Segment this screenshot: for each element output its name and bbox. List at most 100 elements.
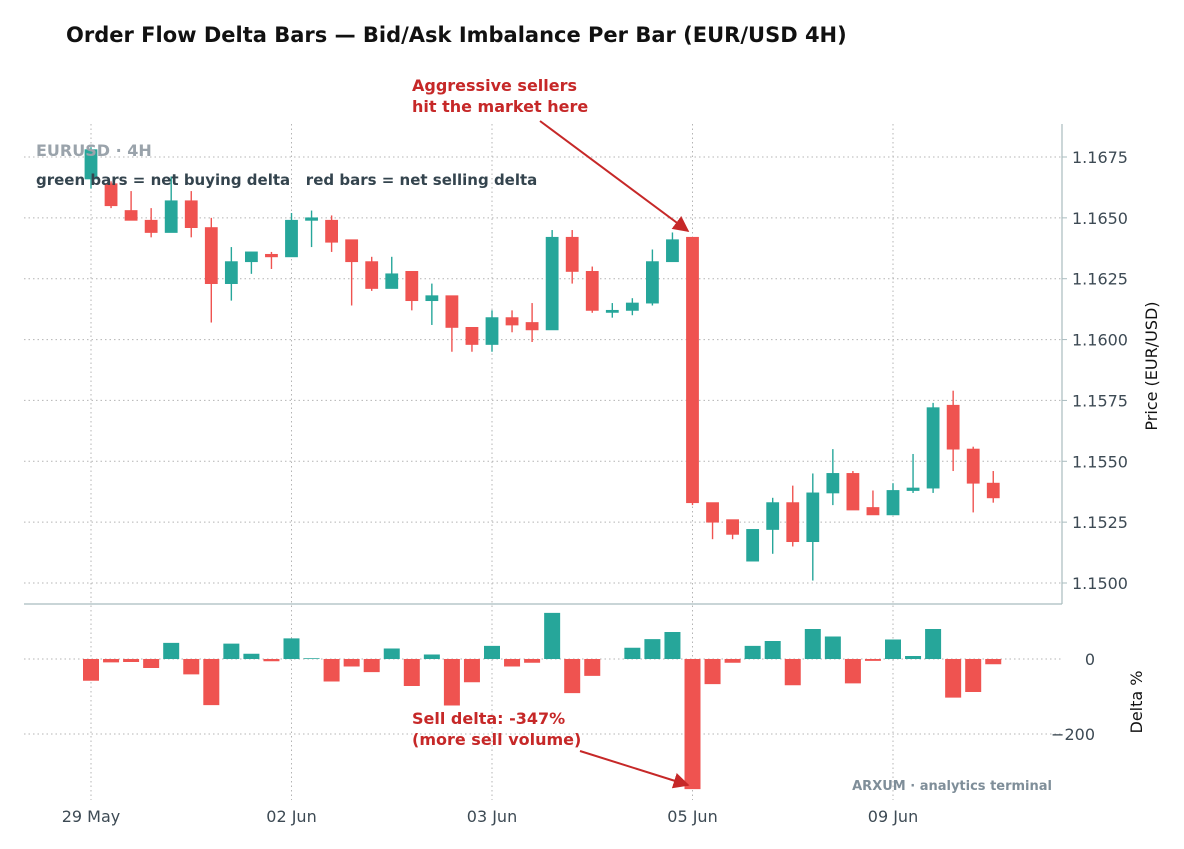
delta-bar (844, 659, 861, 684)
candle-body (385, 273, 399, 289)
axis-ticks: 1.1500 1.1525 1.1550 1.1575 1.1600 1.1625 1.16… (62, 148, 1128, 826)
candle-body (786, 502, 800, 543)
candle-body (144, 219, 158, 233)
candle-body (124, 210, 138, 221)
candle-body (686, 236, 699, 504)
delta-bar (243, 653, 260, 659)
candle-body (946, 404, 960, 450)
candle-body (746, 529, 760, 562)
delta-bar (343, 659, 360, 667)
delta-bar (363, 659, 380, 673)
candle-body (305, 217, 318, 221)
annotation-delta-arrow (579, 750, 690, 789)
x-tick-label: 09 Jun (868, 807, 918, 826)
candle-body (806, 492, 820, 543)
candle-body (224, 261, 238, 284)
candle-body (465, 326, 479, 345)
candle-body (345, 239, 359, 263)
delta-bar (664, 632, 681, 659)
delta-bar (383, 648, 400, 659)
delta-bar (183, 659, 200, 675)
x-tick-label: 29 May (62, 807, 121, 826)
annotation-sellers-arrow (539, 120, 690, 232)
delta-bar (864, 659, 881, 661)
annotation-delta-line-2: (more sell volume) (412, 730, 581, 749)
candle-body (244, 251, 258, 263)
delta-bar (744, 645, 761, 659)
delta-bar (724, 659, 741, 663)
price-tick-label: 1.1550 (1072, 452, 1128, 471)
price-axis-label: Price (EUR/USD) (1142, 301, 1161, 430)
annotation-sellers-line-2: hit the market here (412, 97, 588, 116)
candle-body (646, 261, 659, 304)
delta-bar (223, 643, 240, 659)
candle-body (966, 448, 980, 484)
candle-body (84, 149, 98, 180)
candle-body (766, 502, 780, 530)
delta-bar (804, 629, 821, 659)
delta-bar (945, 659, 962, 698)
annotations: Aggressive sellers hit the market here S… (412, 76, 690, 789)
candle-body (525, 322, 539, 331)
price-tick-label: 1.1575 (1072, 391, 1128, 410)
delta-bar (524, 659, 541, 663)
delta-bar (303, 658, 320, 659)
delta-bar (905, 656, 922, 659)
price-tick-label: 1.1625 (1072, 270, 1128, 289)
candle-body (425, 295, 439, 302)
price-tick-label: 1.1600 (1072, 331, 1128, 350)
delta-bars (83, 612, 1002, 790)
candle-body (826, 473, 840, 494)
candle-body (625, 302, 639, 311)
chart-title: Order Flow Delta Bars — Bid/Ask Imbalanc… (66, 23, 847, 47)
delta-bar (764, 641, 781, 659)
legend-text: green bars = net buying delta red bars =… (36, 171, 537, 189)
price-tick-label: 1.1500 (1072, 574, 1128, 593)
x-tick-label: 02 Jun (266, 807, 316, 826)
delta-bar (403, 659, 420, 686)
delta-bar (644, 639, 661, 659)
delta-bar (544, 612, 561, 659)
candle-body (866, 507, 880, 516)
delta-bar (885, 639, 901, 659)
annotation-delta-line-1: Sell delta: -347% (412, 709, 565, 728)
delta-bar (463, 659, 480, 683)
delta-bar (323, 659, 340, 682)
candle-body (726, 519, 739, 535)
candle-body (666, 239, 679, 263)
grid (24, 124, 1062, 800)
candle-body (605, 309, 619, 313)
delta-bar (83, 659, 99, 681)
candle-body (445, 295, 459, 328)
delta-bar (443, 659, 460, 706)
delta-bar (143, 659, 160, 668)
candle-body (184, 200, 198, 228)
candle-body (285, 219, 298, 258)
delta-axis-label: Delta % (1127, 671, 1146, 734)
candlesticks (84, 147, 1000, 581)
candle-body (545, 236, 559, 331)
annotation-sellers-line-1: Aggressive sellers (412, 76, 577, 95)
delta-bar (784, 659, 801, 686)
watermark: ARXUM · analytics terminal (852, 779, 1052, 794)
candle-body (365, 261, 379, 289)
delta-tick-label: 0 (1085, 650, 1095, 669)
candle-body (505, 317, 519, 326)
candle-body (886, 490, 900, 516)
candle-body (846, 473, 860, 511)
delta-bar (584, 659, 601, 676)
delta-bar (484, 645, 500, 659)
candle-body (485, 317, 499, 345)
candle-body (325, 219, 339, 243)
price-tick-label: 1.1650 (1072, 209, 1128, 228)
delta-bar (103, 659, 120, 663)
x-tick-label: 05 Jun (667, 807, 717, 826)
delta-bar (163, 642, 180, 659)
x-tick-label: 03 Jun (467, 807, 517, 826)
candle-body (565, 236, 579, 272)
delta-bar (564, 659, 581, 694)
delta-bar (423, 654, 440, 659)
delta-bar (283, 638, 300, 659)
candle-body (926, 407, 940, 489)
